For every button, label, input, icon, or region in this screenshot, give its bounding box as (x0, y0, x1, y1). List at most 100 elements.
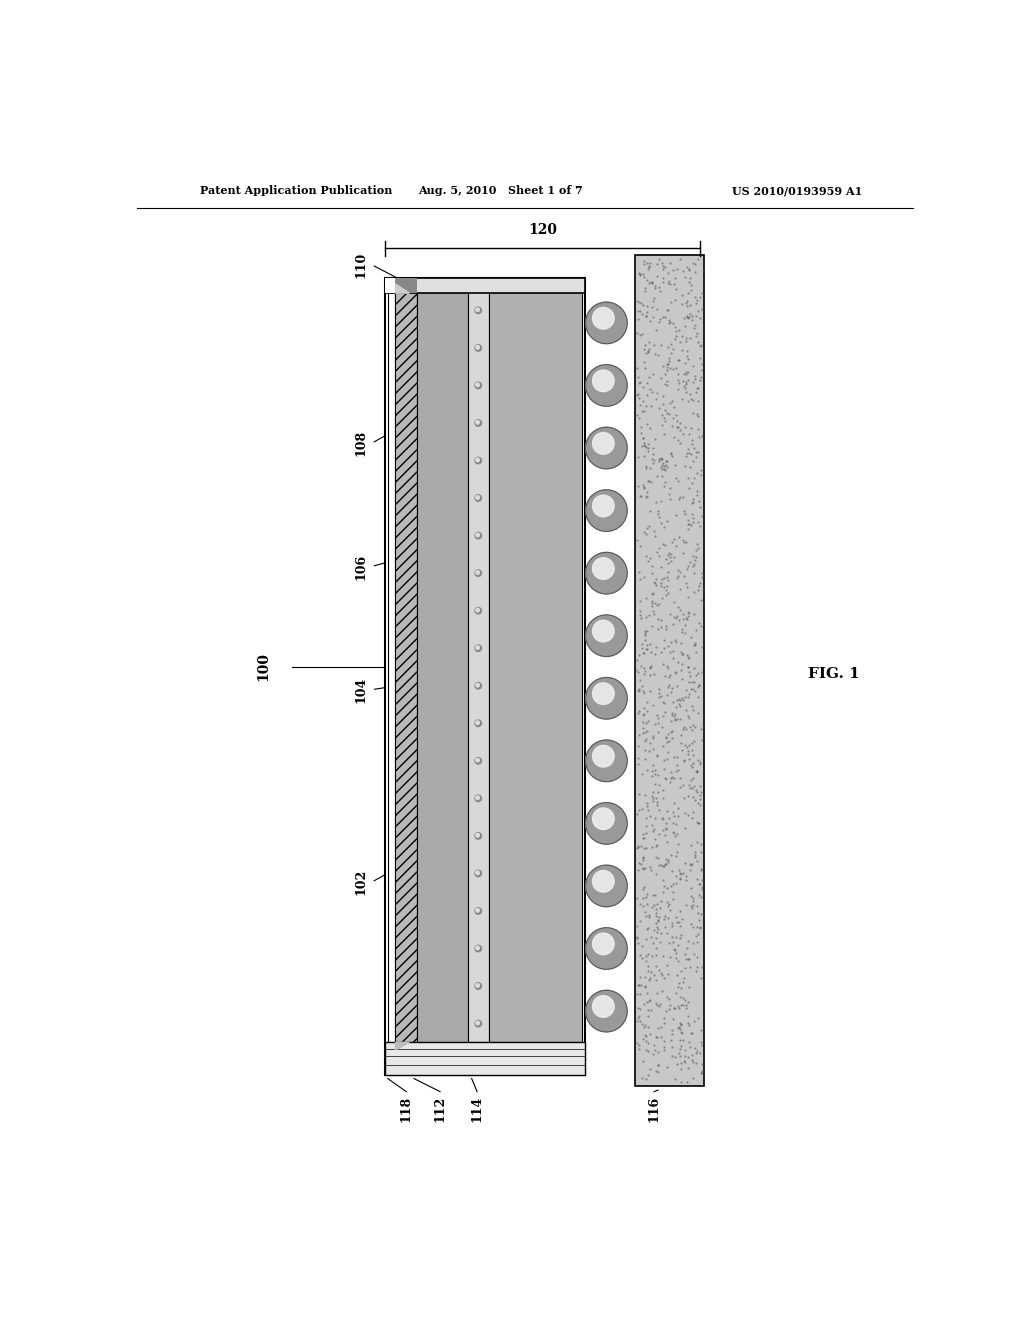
Point (656, 855, 673, 876)
Point (675, 994, 691, 1015)
Point (665, 313, 681, 334)
Point (653, 556, 670, 577)
Point (663, 550, 679, 572)
Point (669, 319, 685, 341)
Point (693, 781, 710, 803)
Point (666, 746, 682, 767)
Point (691, 675, 708, 696)
Point (644, 601, 660, 622)
Point (673, 1035, 689, 1056)
Point (662, 392, 678, 413)
Point (673, 1072, 689, 1093)
Point (687, 779, 703, 800)
Point (654, 788, 671, 809)
Point (694, 661, 711, 682)
Point (669, 606, 685, 627)
Point (648, 937, 665, 958)
Text: FIG. 1: FIG. 1 (808, 668, 860, 681)
Bar (388, 292, 395, 1043)
Text: 102: 102 (354, 869, 368, 895)
Point (688, 642, 705, 663)
Point (667, 630, 683, 651)
Point (635, 711, 651, 733)
Point (655, 408, 672, 429)
Point (637, 902, 653, 923)
Point (686, 632, 702, 653)
Point (672, 1045, 688, 1067)
Point (672, 862, 688, 883)
Point (694, 1063, 711, 1084)
Point (678, 865, 694, 886)
Point (682, 304, 698, 325)
Point (635, 705, 651, 726)
Point (660, 667, 677, 688)
Point (638, 384, 654, 405)
Point (680, 605, 696, 626)
Point (663, 444, 679, 465)
Point (680, 991, 696, 1012)
Point (675, 371, 691, 392)
Point (683, 777, 699, 799)
Point (650, 678, 667, 700)
Point (689, 663, 706, 684)
Point (647, 429, 664, 450)
Point (640, 956, 656, 977)
Point (642, 657, 658, 678)
Point (651, 960, 668, 981)
Point (656, 767, 673, 788)
Point (671, 833, 687, 854)
Point (668, 661, 684, 682)
Point (644, 726, 660, 747)
Point (658, 583, 675, 605)
Point (640, 999, 656, 1020)
Point (639, 792, 655, 813)
Point (690, 675, 707, 696)
Point (668, 504, 684, 525)
Point (654, 705, 671, 726)
Point (693, 465, 710, 486)
Point (658, 450, 675, 471)
Point (679, 296, 695, 317)
Point (637, 1039, 653, 1060)
Text: 120: 120 (528, 223, 557, 238)
Point (694, 715, 711, 737)
Point (655, 735, 672, 756)
Point (645, 290, 662, 312)
Point (688, 546, 705, 568)
Point (653, 447, 670, 469)
Point (665, 874, 681, 895)
Point (669, 911, 685, 932)
Point (668, 325, 684, 346)
Point (635, 718, 651, 739)
Point (665, 913, 681, 935)
Point (659, 657, 676, 678)
Point (654, 271, 671, 292)
Point (641, 253, 657, 275)
Point (676, 375, 692, 396)
Point (668, 607, 684, 628)
Point (665, 692, 681, 713)
Circle shape (475, 983, 481, 989)
Point (671, 998, 687, 1019)
Point (665, 1023, 681, 1044)
Point (629, 916, 645, 937)
Point (672, 412, 688, 433)
Point (680, 1015, 696, 1036)
Circle shape (476, 308, 479, 312)
Point (649, 609, 666, 630)
Point (654, 267, 671, 288)
Point (650, 537, 667, 558)
Point (675, 689, 691, 710)
Point (694, 579, 711, 601)
Point (629, 803, 645, 824)
Point (637, 784, 653, 805)
Point (690, 702, 707, 723)
Point (631, 644, 647, 665)
Circle shape (586, 428, 628, 469)
Circle shape (593, 370, 614, 392)
Point (692, 874, 709, 895)
Point (666, 997, 682, 1018)
Point (680, 785, 696, 807)
Point (678, 895, 694, 916)
Point (632, 486, 648, 507)
